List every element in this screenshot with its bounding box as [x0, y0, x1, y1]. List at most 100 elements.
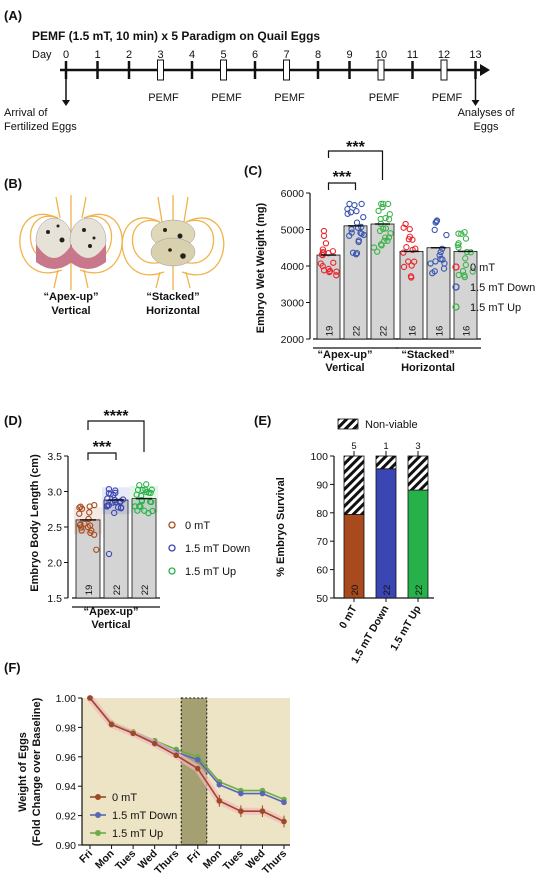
apex-up-label-line2: Vertical: [51, 305, 90, 317]
c-point-1-2-4: [455, 230, 462, 237]
e-ytick-label-80: 80: [316, 508, 328, 520]
f-xtick-label-6: Mon: [201, 848, 225, 872]
panel-label-b: (B): [4, 176, 22, 191]
legend-d-0mt: 0 mT: [185, 520, 210, 532]
c-point-1-1-0: [427, 260, 434, 267]
day-tick-label-13: 13: [469, 49, 481, 61]
d-point-2-3: [148, 486, 155, 493]
c-point-0-0-3: [330, 259, 337, 266]
c-point-0-1-6: [358, 200, 365, 208]
d-sig-label-0: ***: [93, 439, 112, 456]
c-point-1-1-7: [429, 269, 436, 277]
c-point-1-2-3: [461, 229, 468, 236]
analyses-note-line1: Analyses of: [458, 107, 516, 119]
f-point-1-8: [259, 790, 266, 797]
f-ytick-label-0.92: 0.92: [56, 811, 77, 823]
c-point-1-0-7: [405, 258, 412, 265]
d-point-1-16: [111, 509, 118, 517]
c-point-1-1-12: [438, 245, 446, 252]
c-point-1-2-1: [455, 244, 462, 251]
day-tick-label-8: 8: [315, 49, 321, 61]
c-ytick-label-4000: 4000: [281, 261, 305, 273]
e-ytick-label-50: 50: [316, 593, 328, 605]
c-point-0-2-5: [378, 242, 385, 249]
d-sig-bracket-1: [87, 420, 145, 452]
day-tick-label-12: 12: [438, 49, 450, 61]
c-point-0-1-13: [353, 219, 361, 226]
d-point-0-14: [84, 524, 92, 531]
c-point-1-2-9: [462, 255, 469, 262]
c-point-0-1-12: [360, 231, 367, 239]
c-point-1-2-0: [462, 235, 470, 242]
c-group1-label-line1: “Apex-up”: [318, 349, 373, 361]
c-sig-bracket-1: [327, 150, 384, 180]
c-point-1-0-11: [408, 274, 415, 281]
c-point-0-0-13: [322, 240, 330, 247]
pemf-label-day-3: PEMF: [148, 92, 179, 104]
c-point-0-2-16: [382, 225, 390, 232]
d-n-label-0: 19: [84, 585, 95, 596]
f-point-0-3: [151, 740, 158, 747]
c-n-label-0-2: 22: [379, 326, 390, 337]
c-point-0-2-18: [384, 200, 392, 208]
arrival-note-line1: Arrival of: [4, 107, 48, 119]
d-point-0-9: [86, 503, 93, 510]
c-n-label-1-0: 16: [408, 326, 419, 337]
f-point-0-0: [87, 695, 93, 701]
c-point-1-1-11: [431, 226, 438, 234]
c-point-1-0-3: [403, 244, 410, 251]
d-point-1-21: [104, 495, 111, 502]
c-group1-label-line2: Vertical: [325, 362, 364, 374]
d-point-1-0: [105, 550, 113, 558]
d-point-0-15: [85, 515, 92, 523]
d-point-2-18: [143, 488, 150, 496]
e-xtick-label-2: 1.5 mT Up: [388, 604, 423, 653]
f-ytick-label-0.96: 0.96: [56, 752, 77, 764]
legend-c-marker-0: [452, 263, 460, 271]
d-point-2-6: [147, 489, 154, 497]
legend-e: Non-viable: [337, 418, 418, 431]
legend-c-0mt: 0 mT: [470, 262, 495, 274]
timeline-panel: PEMF (1.5 mT, 10 min) x 5 Paradigm on Qu…: [4, 29, 515, 133]
f-ylabel-line1: Weight of Eggs: [17, 732, 29, 812]
c-group2-label-line2: Horizontal: [401, 362, 455, 374]
c-n-label-0-1: 22: [352, 326, 363, 337]
e-n-nonviable-2: 3: [415, 441, 420, 452]
c-point-0-2-13: [382, 234, 389, 241]
d-n-label-2: 22: [140, 585, 151, 596]
day-label: Day: [32, 49, 52, 61]
legend-e-nonviable: Non-viable: [365, 419, 418, 431]
c-point-0-2-8: [385, 234, 393, 241]
analyses-arrowhead: [471, 100, 480, 106]
c-point-0-2-19: [387, 230, 394, 237]
c-point-0-0-15: [320, 232, 328, 239]
f-legend-marker-0: [95, 794, 101, 800]
c-ylabel: Embryo Wet Weight (mg): [255, 202, 267, 333]
d-point-0-4: [86, 509, 93, 516]
stacked-label-line1: “Stacked”: [146, 291, 199, 303]
e-ytick-label-90: 90: [316, 479, 328, 491]
c-point-0-2-12: [378, 200, 385, 208]
egg-illustration-stacked: [121, 195, 225, 290]
c-ytick-label-2000: 2000: [281, 334, 305, 346]
e-bar-nonviable-1: [375, 455, 397, 470]
f-point-0-8: [259, 808, 266, 814]
f-legend-marker-1: [95, 812, 101, 818]
c-point-1-2-2: [469, 268, 476, 275]
f-point-1-7: [238, 790, 244, 797]
c-n-label-1-2: 16: [462, 326, 473, 337]
c-point-0-1-8: [349, 249, 357, 256]
legend-d-marker-2: [168, 567, 176, 575]
panel-label-a: (A): [4, 8, 22, 23]
legend-d: 0 mT 1.5 mT Down 1.5 mT Up: [168, 520, 250, 578]
c-point-0-2-6: [386, 211, 393, 218]
d-point-0-11: [76, 510, 83, 517]
pemf-label-day-10: PEMF: [369, 92, 400, 104]
c-point-1-0-4: [400, 249, 407, 256]
day-tick-label-11: 11: [407, 49, 418, 61]
day-tick-label-3: 3: [157, 49, 163, 61]
e-n-viable-1: 22: [382, 585, 393, 596]
d-sig-label-1: ****: [104, 408, 130, 425]
c-point-0-1-7: [353, 208, 360, 215]
c-point-1-0-15: [406, 233, 414, 240]
